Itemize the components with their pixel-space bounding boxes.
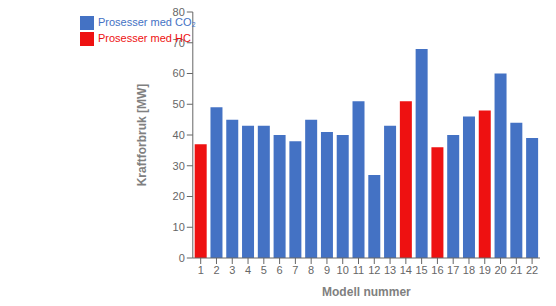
svg-text:16: 16 [431, 264, 443, 276]
svg-text:13: 13 [384, 264, 396, 276]
svg-text:30: 30 [173, 160, 185, 172]
svg-text:6: 6 [277, 264, 283, 276]
svg-text:50: 50 [173, 98, 185, 110]
svg-text:15: 15 [416, 264, 428, 276]
svg-text:11: 11 [353, 264, 364, 276]
svg-text:20: 20 [494, 264, 506, 276]
svg-text:10: 10 [173, 221, 185, 233]
svg-text:19: 19 [479, 264, 491, 276]
svg-text:8: 8 [308, 264, 314, 276]
svg-text:1: 1 [198, 264, 204, 276]
svg-text:Modell nummer: Modell nummer [322, 285, 411, 299]
svg-text:18: 18 [463, 264, 475, 276]
svg-text:60: 60 [173, 67, 185, 79]
svg-text:2: 2 [213, 264, 219, 276]
svg-text:4: 4 [245, 264, 251, 276]
svg-text:20: 20 [173, 190, 185, 202]
svg-text:22: 22 [526, 264, 538, 276]
svg-text:80: 80 [173, 6, 185, 18]
svg-text:3: 3 [229, 264, 235, 276]
svg-text:17: 17 [447, 264, 459, 276]
svg-text:10: 10 [337, 264, 349, 276]
svg-text:5: 5 [261, 264, 267, 276]
svg-text:Kraftforbruk [MW]: Kraftforbruk [MW] [135, 84, 149, 187]
svg-text:40: 40 [173, 129, 185, 141]
svg-text:7: 7 [292, 264, 298, 276]
svg-text:12: 12 [368, 264, 380, 276]
svg-text:70: 70 [173, 37, 185, 49]
svg-text:21: 21 [510, 264, 522, 276]
svg-text:9: 9 [324, 264, 330, 276]
svg-text:0: 0 [179, 252, 185, 264]
svg-text:14: 14 [400, 264, 412, 276]
